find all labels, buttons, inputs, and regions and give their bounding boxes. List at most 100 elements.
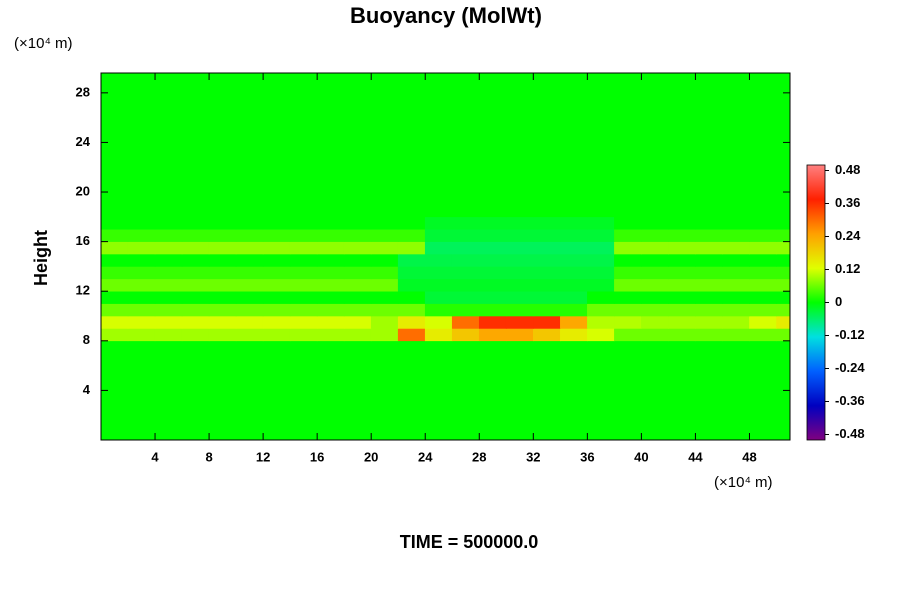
heatmap-cell — [101, 278, 129, 292]
heatmap-cell — [641, 352, 669, 366]
heatmap-cell — [641, 191, 669, 205]
heatmap-cell — [776, 340, 790, 354]
heatmap-cell — [181, 365, 210, 379]
heatmap-cell — [695, 142, 723, 156]
heatmap-cell — [289, 92, 318, 106]
heatmap-cell — [343, 290, 372, 304]
heatmap-cell — [587, 142, 615, 156]
heatmap-cell — [424, 352, 453, 366]
heatmap-cell — [235, 179, 264, 193]
x-tick-label: 40 — [634, 449, 648, 464]
heatmap-cell — [262, 204, 291, 218]
heatmap-cell — [316, 266, 345, 280]
heatmap-cell — [451, 104, 480, 118]
heatmap-cell — [560, 73, 588, 81]
heatmap-cell — [424, 104, 453, 118]
heatmap-cell — [695, 328, 723, 342]
heatmap-cell — [208, 414, 237, 428]
heatmap-cell — [289, 303, 318, 317]
heatmap-cell — [641, 179, 669, 193]
heatmap-cell — [722, 402, 750, 416]
heatmap-cell — [397, 191, 426, 205]
heatmap-cell — [101, 191, 129, 205]
heatmap-cell — [776, 290, 790, 304]
heatmap-cell — [505, 253, 534, 267]
heatmap-cell — [668, 179, 696, 193]
heatmap-cell — [154, 278, 183, 292]
heatmap-cell — [451, 278, 480, 292]
heatmap-cell — [181, 104, 210, 118]
heatmap-cell — [722, 191, 750, 205]
heatmap-cell — [370, 253, 399, 267]
heatmap-cell — [505, 390, 534, 404]
heatmap-cell — [316, 92, 345, 106]
heatmap-cell — [668, 191, 696, 205]
heatmap-cell — [316, 204, 345, 218]
heatmap-cell — [424, 402, 453, 416]
heatmap-cell — [749, 377, 777, 391]
heatmap-cell — [722, 377, 750, 391]
heatmap-cell — [370, 228, 399, 242]
heatmap-cell — [262, 241, 291, 255]
heatmap-cell — [181, 73, 210, 81]
heatmap-cell — [749, 142, 777, 156]
y-unit: (×10⁴ m) — [14, 35, 73, 52]
heatmap-cell — [641, 402, 669, 416]
heatmap-cell — [289, 104, 318, 118]
heatmap-cell — [478, 191, 507, 205]
plot-frame — [100, 72, 791, 441]
heatmap-cell — [262, 303, 291, 317]
heatmap-cell — [370, 92, 399, 106]
heatmap-cell — [181, 191, 210, 205]
heatmap-cell — [262, 216, 291, 230]
heatmap-cell — [370, 117, 399, 131]
heatmap-cell — [451, 204, 480, 218]
heatmap-cell — [397, 402, 426, 416]
heatmap-cell — [614, 80, 642, 94]
heatmap-cell — [749, 315, 777, 329]
heatmap-cell — [181, 402, 210, 416]
heatmap-cell — [722, 154, 750, 168]
heatmap-cell — [533, 154, 561, 168]
heatmap-cell — [289, 340, 318, 354]
heatmap-cell — [424, 365, 453, 379]
heatmap-cell — [154, 204, 183, 218]
heatmap-cell — [668, 303, 696, 317]
heatmap-cell — [181, 328, 210, 342]
heatmap-cell — [127, 278, 156, 292]
heatmap-cell — [208, 117, 237, 131]
heatmap-cell — [101, 390, 129, 404]
heatmap-cell — [316, 191, 345, 205]
heatmap-cell — [776, 253, 790, 267]
heatmap-cell — [262, 266, 291, 280]
heatmap-cell — [478, 129, 507, 143]
heatmap-cell — [127, 179, 156, 193]
heatmap-cell — [641, 390, 669, 404]
heatmap-cell — [101, 328, 129, 342]
heatmap-cell — [451, 228, 480, 242]
heatmap-cell — [749, 216, 777, 230]
heatmap-cell — [722, 340, 750, 354]
heatmap-cell — [424, 303, 453, 317]
heatmap-cell — [289, 228, 318, 242]
heatmap-cell — [451, 253, 480, 267]
heatmap-cell — [533, 73, 561, 81]
heatmap-cell — [505, 278, 534, 292]
heatmap-cell — [695, 340, 723, 354]
heatmap-cell — [343, 390, 372, 404]
heatmap-cell — [587, 179, 615, 193]
heatmap-cell — [505, 204, 534, 218]
heatmap-cell — [208, 253, 237, 267]
heatmap-cell — [587, 328, 615, 342]
heatmap-cell — [668, 266, 696, 280]
heatmap-cell — [776, 315, 790, 329]
heatmap-cell — [668, 290, 696, 304]
heatmap-cell — [614, 179, 642, 193]
x-tick-label: 24 — [418, 449, 433, 464]
chart-title: Buoyancy (MolWt) — [350, 3, 542, 28]
heatmap-cell — [505, 216, 534, 230]
heatmap-cell — [154, 104, 183, 118]
heatmap-cell — [101, 365, 129, 379]
heatmap-cell — [262, 340, 291, 354]
heatmap-cell — [641, 414, 669, 428]
